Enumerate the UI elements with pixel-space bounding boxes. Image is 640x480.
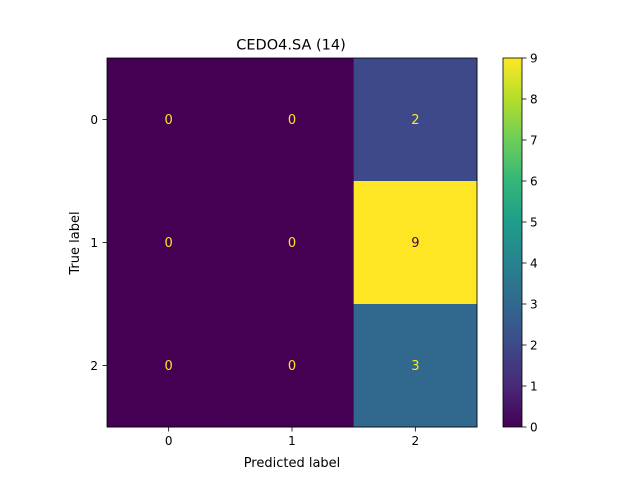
x-axis-ticks: 0 1 2: [165, 427, 419, 448]
heatmap-cell-labels: 0 0 2 0 0 9 0 0 3: [165, 113, 420, 374]
y-tick-label: 0: [90, 113, 98, 127]
cell-value-label: 9: [411, 236, 419, 251]
x-axis-label: Predicted label: [244, 456, 341, 471]
heatmap-cell: [230, 181, 355, 305]
colorbar: [502, 57, 523, 428]
y-tick-label: 2: [90, 359, 98, 373]
cell-value-label: 0: [288, 113, 296, 128]
colorbar-tick-label: 6: [530, 175, 538, 189]
colorbar-tick-label: 8: [530, 93, 538, 107]
cell-value-label: 0: [165, 113, 173, 128]
colorbar-tick-label: 2: [530, 339, 538, 353]
cell-value-label: 0: [288, 359, 296, 374]
y-axis-label: True label: [68, 211, 83, 275]
heatmap-cell: [107, 304, 231, 428]
heatmap-cell: [230, 58, 355, 182]
cell-value-label: 0: [165, 236, 173, 251]
colorbar-tick-label: 9: [530, 52, 538, 66]
heatmap-cells: [107, 58, 478, 428]
cell-value-label: 2: [411, 113, 419, 128]
x-tick-label: 2: [412, 434, 420, 448]
y-axis-ticks: 0 1 2: [90, 113, 107, 373]
colorbar-tick-label: 1: [530, 380, 538, 394]
heatmap-cell: [353, 304, 478, 428]
heatmap-cell: [107, 181, 231, 305]
heatmap-cell: [353, 181, 478, 305]
colorbar-tick-label: 4: [530, 257, 538, 271]
colorbar-tick-label: 5: [530, 216, 538, 230]
colorbar-tick-label: 0: [530, 421, 538, 435]
y-tick-label: 1: [90, 236, 98, 250]
cell-value-label: 3: [411, 359, 419, 374]
colorbar-tick-label: 3: [530, 298, 538, 312]
x-tick-label: 0: [165, 434, 173, 448]
chart-title: CEDO4.SA (14): [236, 38, 345, 54]
x-tick-label: 1: [288, 434, 296, 448]
cell-value-label: 0: [288, 236, 296, 251]
heatmap-cell: [107, 58, 231, 182]
cell-value-label: 0: [165, 359, 173, 374]
colorbar-ticks: 0 1 2 3 4 5 6 7 8 9: [522, 52, 538, 435]
heatmap-cell: [230, 304, 355, 428]
heatmap-cell: [353, 58, 478, 182]
colorbar-tick-label: 7: [530, 134, 538, 148]
